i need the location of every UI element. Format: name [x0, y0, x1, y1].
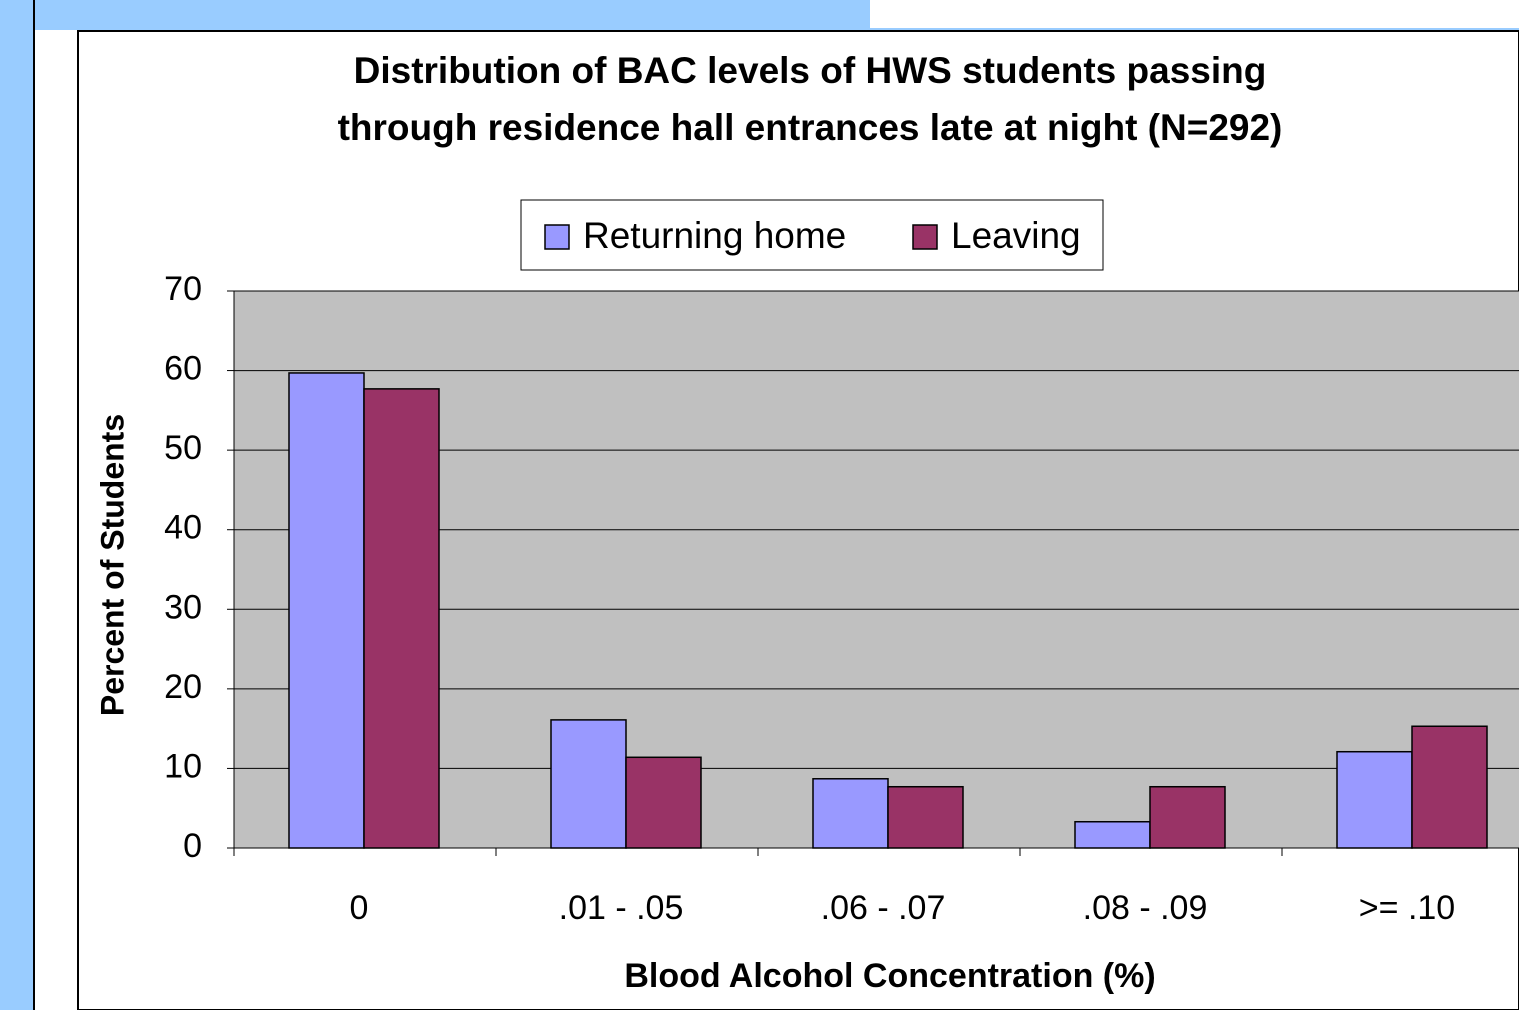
y-tick-label: 40	[164, 509, 202, 547]
legend-label: Leaving	[951, 215, 1081, 256]
x-tick-label: .06 - .07	[821, 889, 946, 927]
bar	[550, 719, 627, 849]
x-axis-title: Blood Alcohol Concentration (%)	[624, 957, 1155, 995]
y-tick-label: 0	[183, 827, 202, 865]
x-tick-label: 0	[350, 889, 369, 927]
y-tick-label: 70	[164, 270, 202, 308]
top-right-panel	[870, 0, 1519, 30]
bar	[288, 372, 365, 849]
legend-swatch	[912, 224, 938, 250]
bar	[812, 778, 889, 849]
x-tick-label: .01 - .05	[559, 889, 684, 927]
band	[35, 28, 1519, 30]
chart-title: through residence hall entrances late at…	[338, 107, 1283, 148]
x-tick-label: .08 - .09	[1083, 889, 1208, 927]
y-tick-label: 60	[164, 350, 202, 388]
left-border	[33, 0, 35, 1010]
y-tick-label: 30	[164, 588, 202, 626]
y-axis-title: Percent of Students	[94, 414, 130, 716]
plot-area	[234, 291, 1519, 848]
bar	[887, 785, 964, 849]
bar	[1149, 785, 1226, 849]
bar	[625, 756, 702, 849]
chart-title: Distribution of BAC levels of HWS studen…	[354, 50, 1267, 91]
legend-swatch	[544, 224, 570, 250]
x-tick-label: >= .10	[1359, 889, 1455, 927]
y-tick-label: 20	[164, 668, 202, 706]
bar	[1411, 725, 1488, 849]
bar	[1074, 820, 1151, 849]
bar	[1336, 750, 1413, 849]
bar	[363, 388, 440, 849]
y-tick-label: 50	[164, 429, 202, 467]
legend	[520, 199, 1104, 271]
legend-label: Returning home	[583, 215, 846, 256]
y-tick-label: 10	[164, 747, 202, 785]
